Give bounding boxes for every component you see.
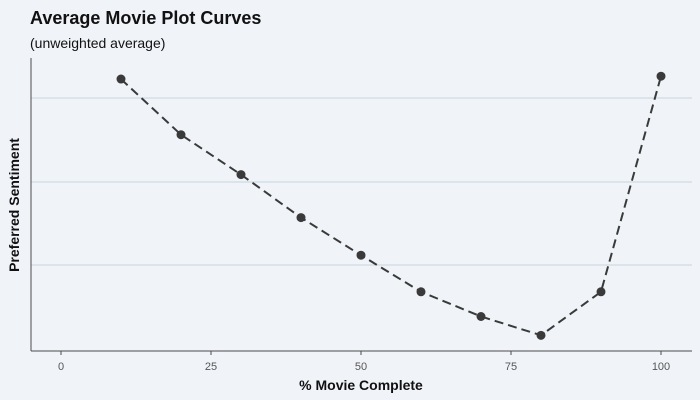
y-axis-title: Preferred Sentiment	[6, 138, 22, 272]
chart-subtitle: (unweighted average)	[30, 35, 165, 51]
data-point-9	[656, 71, 666, 81]
x-tick-label-0: 0	[58, 361, 64, 373]
x-tick-label-2: 50	[355, 361, 367, 373]
data-point-4	[356, 250, 366, 260]
data-point-3	[296, 213, 306, 223]
chart-title: Average Movie Plot Curves	[30, 8, 261, 28]
x-tick-label-3: 75	[505, 361, 517, 373]
data-point-1	[176, 130, 186, 140]
grid-lines	[31, 97, 692, 266]
x-tick-label-4: 100	[652, 361, 670, 373]
x-axis-title: % Movie Complete	[299, 377, 423, 393]
data-point-7	[536, 330, 546, 340]
data-point-8	[596, 287, 606, 297]
x-axis-ticks: 0 25 50 75 100	[58, 351, 670, 373]
x-tick-label-1: 25	[205, 361, 217, 373]
series-line	[120, 75, 662, 337]
data-point-6	[476, 311, 486, 321]
data-point-2	[236, 170, 246, 180]
data-point-0	[116, 74, 126, 84]
data-points	[116, 71, 666, 340]
data-point-5	[416, 287, 426, 297]
